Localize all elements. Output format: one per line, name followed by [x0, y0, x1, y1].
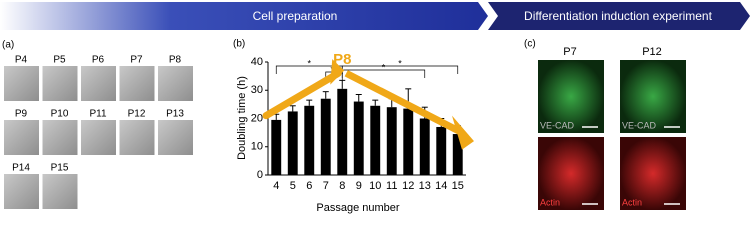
stain-label: VE-CAD: [622, 120, 657, 130]
figure: Cell preparation Differentiation inducti…: [0, 2, 750, 214]
x-tick-label: 10: [369, 180, 381, 192]
thumbnail-label: P9: [15, 109, 28, 120]
x-tick-label: 5: [290, 180, 296, 192]
thumbnail-label: P11: [89, 109, 106, 120]
x-tick-label: 4: [273, 180, 279, 192]
y-axis-label: Doubling time (h): [236, 76, 248, 160]
fluorescence-image: [538, 137, 604, 210]
banner-arrow: [488, 2, 750, 30]
y-tick-label: 30: [251, 84, 263, 96]
thumbnail-label: P10: [51, 109, 69, 120]
thumbnail-label: P7: [130, 55, 143, 66]
x-tick-label: 14: [435, 180, 447, 192]
bar: [287, 111, 298, 175]
stain-label: VE-CAD: [540, 120, 575, 130]
fluorescence-image: [538, 60, 604, 133]
banner-right: Differentiation induction experiment: [524, 9, 713, 23]
x-tick-label: 12: [402, 180, 414, 192]
panel-label: (c): [524, 39, 536, 50]
x-tick-label: 11: [386, 180, 397, 192]
thumbnail-label: P5: [53, 55, 66, 66]
fluorescence-image: [620, 60, 686, 133]
x-axis-label: Passage number: [316, 202, 399, 214]
arrow-head: [452, 115, 474, 150]
stain-label: Actin: [622, 197, 642, 207]
bar: [386, 107, 397, 175]
stain-label: Actin: [540, 197, 560, 207]
x-tick-label: 13: [419, 180, 431, 192]
significance: *: [398, 58, 402, 68]
panel-label: (a): [2, 40, 14, 51]
bar: [320, 98, 331, 175]
micrograph: [42, 66, 78, 101]
column-label: P7: [563, 46, 576, 58]
banner-arrow: [0, 2, 488, 30]
bar: [304, 105, 315, 175]
x-tick-label: 9: [356, 180, 362, 192]
micrograph: [4, 66, 39, 101]
y-tick-label: 10: [251, 141, 263, 153]
y-tick-label: 0: [257, 169, 263, 181]
thumbnail-label: P8: [169, 55, 182, 66]
micrograph: [158, 66, 193, 101]
thumbnail-label: P13: [166, 109, 184, 120]
bar: [353, 101, 364, 175]
micrograph: [42, 120, 78, 155]
y-tick-label: 20: [251, 112, 263, 124]
bar: [271, 119, 282, 175]
bar: [403, 108, 414, 175]
bar: [337, 88, 348, 175]
bar: [419, 118, 430, 175]
micrograph: [81, 66, 116, 101]
thumbnail-label: P12: [128, 109, 146, 120]
x-tick-label: 8: [339, 180, 345, 192]
micrograph: [42, 174, 78, 209]
thumbnail-label: P6: [92, 55, 105, 66]
thumbnail-label: P14: [12, 163, 30, 174]
micrograph: [4, 120, 39, 155]
panel-label: (b): [233, 39, 245, 50]
trend-arrow: [344, 70, 464, 136]
y-tick-label: 40: [251, 56, 263, 68]
bar: [436, 126, 447, 175]
micrograph: [4, 174, 39, 209]
trend-arrow: [262, 69, 342, 120]
bar: [452, 134, 463, 175]
x-tick-label: 6: [306, 180, 312, 192]
micrograph: [158, 120, 193, 155]
bar: [370, 105, 381, 175]
micrograph: [119, 66, 155, 101]
micrograph: [119, 120, 155, 155]
x-tick-label: 7: [323, 180, 329, 192]
significance: *: [307, 58, 311, 68]
significance: *: [382, 62, 386, 72]
micrograph: [81, 120, 116, 155]
highlight-label: P8: [333, 51, 351, 68]
thumbnail-label: P4: [15, 55, 28, 66]
fluorescence-image: [620, 137, 686, 210]
banner-left: Cell preparation: [253, 9, 338, 23]
x-tick-label: 15: [452, 180, 464, 192]
arrow-head: [330, 59, 345, 85]
column-label: P12: [642, 46, 662, 58]
thumbnail-label: P15: [51, 163, 69, 174]
